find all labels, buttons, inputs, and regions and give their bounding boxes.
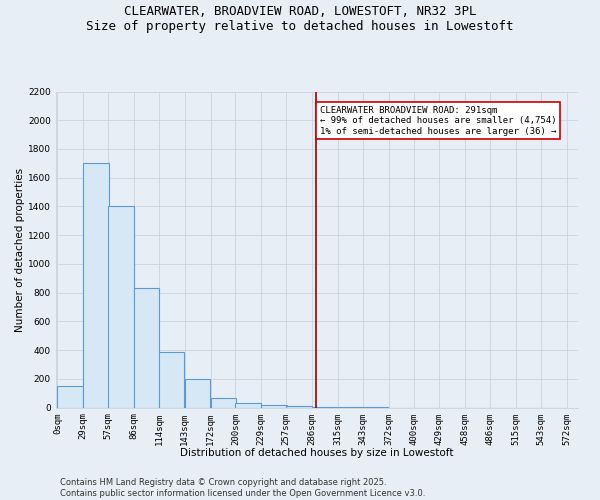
Bar: [211, 398, 236, 407]
Bar: [185, 379, 210, 408]
Bar: [159, 352, 184, 408]
Text: CLEARWATER BROADVIEW ROAD: 291sqm
← 99% of detached houses are smaller (4,754)
1: CLEARWATER BROADVIEW ROAD: 291sqm ← 99% …: [320, 106, 557, 136]
Bar: [261, 406, 287, 407]
Bar: [108, 206, 134, 408]
Bar: [58, 386, 83, 407]
Text: CLEARWATER, BROADVIEW ROAD, LOWESTOFT, NR32 3PL
Size of property relative to det: CLEARWATER, BROADVIEW ROAD, LOWESTOFT, N…: [86, 5, 514, 33]
Y-axis label: Number of detached properties: Number of detached properties: [15, 168, 25, 332]
X-axis label: Distribution of detached houses by size in Lowestoft: Distribution of detached houses by size …: [180, 448, 454, 458]
Bar: [83, 164, 109, 408]
Text: Contains HM Land Registry data © Crown copyright and database right 2025.
Contai: Contains HM Land Registry data © Crown c…: [60, 478, 425, 498]
Bar: [286, 406, 311, 408]
Bar: [235, 404, 261, 407]
Bar: [312, 407, 337, 408]
Bar: [134, 288, 160, 408]
